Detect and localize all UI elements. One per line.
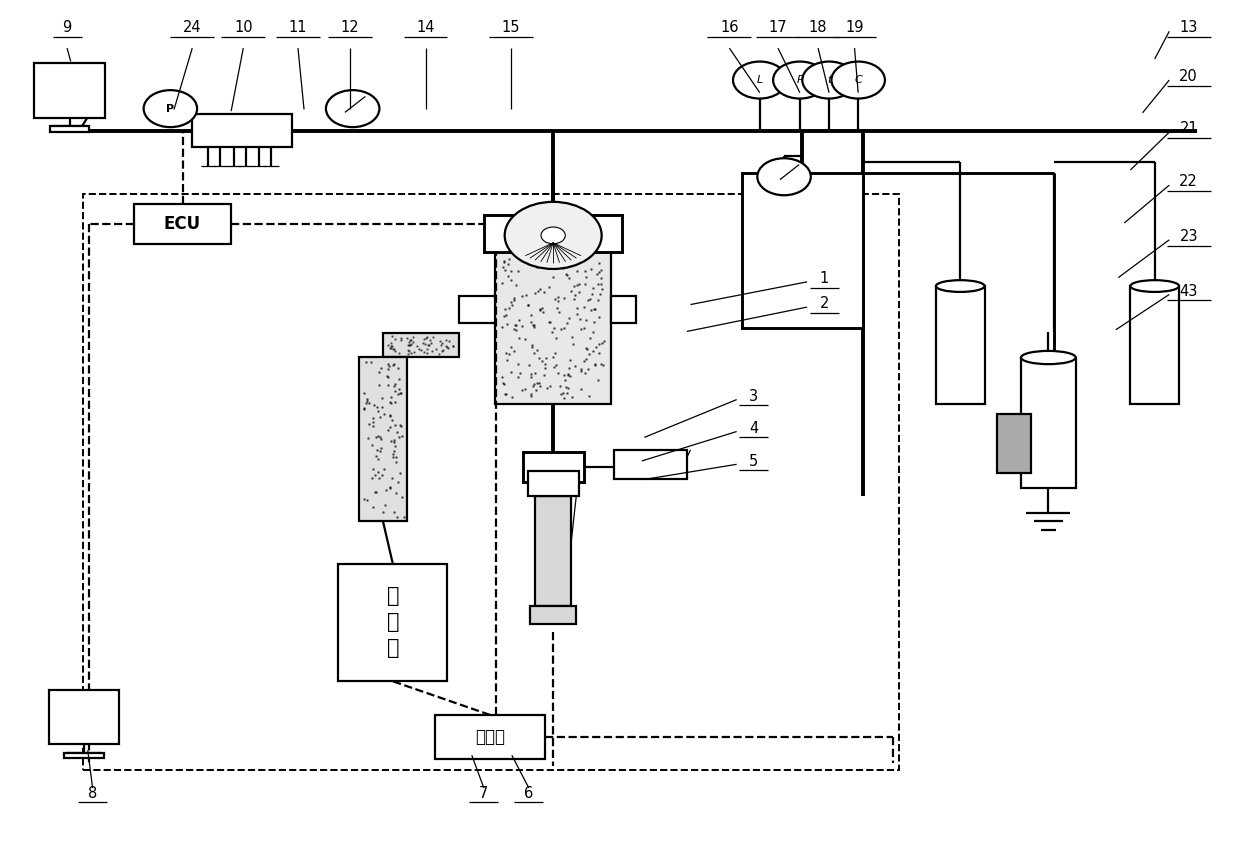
FancyBboxPatch shape <box>1021 358 1075 488</box>
Text: 4: 4 <box>749 420 759 436</box>
Circle shape <box>802 62 856 99</box>
Text: 20: 20 <box>1179 69 1198 84</box>
Text: 8: 8 <box>88 786 97 801</box>
FancyBboxPatch shape <box>134 203 231 244</box>
FancyBboxPatch shape <box>936 286 985 404</box>
Text: 3: 3 <box>749 389 758 404</box>
Text: t: t <box>827 75 831 85</box>
Circle shape <box>505 202 601 269</box>
Text: 7: 7 <box>479 786 489 801</box>
FancyBboxPatch shape <box>484 214 622 252</box>
Text: 同步器: 同步器 <box>475 728 505 746</box>
FancyBboxPatch shape <box>64 752 104 758</box>
Text: 19: 19 <box>846 21 864 35</box>
Ellipse shape <box>936 281 985 292</box>
FancyBboxPatch shape <box>529 606 577 624</box>
FancyBboxPatch shape <box>997 414 1030 473</box>
Ellipse shape <box>1021 351 1076 364</box>
Text: 激: 激 <box>387 587 399 607</box>
FancyBboxPatch shape <box>459 297 496 323</box>
FancyBboxPatch shape <box>358 357 407 522</box>
Text: 23: 23 <box>1179 229 1198 244</box>
FancyBboxPatch shape <box>614 450 687 480</box>
Text: P: P <box>166 104 175 113</box>
FancyBboxPatch shape <box>435 715 544 758</box>
Ellipse shape <box>1131 281 1179 292</box>
Circle shape <box>326 90 379 127</box>
Text: 6: 6 <box>525 786 533 801</box>
FancyBboxPatch shape <box>35 63 104 118</box>
Text: 43: 43 <box>1179 284 1198 299</box>
Text: 1: 1 <box>820 271 828 286</box>
Circle shape <box>733 62 786 99</box>
FancyBboxPatch shape <box>192 114 291 148</box>
Text: 器: 器 <box>387 638 399 658</box>
Text: P: P <box>796 75 804 85</box>
FancyBboxPatch shape <box>742 172 863 328</box>
Text: 15: 15 <box>501 21 520 35</box>
Text: 22: 22 <box>1179 174 1198 190</box>
Text: 16: 16 <box>720 21 739 35</box>
FancyBboxPatch shape <box>50 126 89 131</box>
Text: 9: 9 <box>62 21 72 35</box>
Circle shape <box>541 227 565 244</box>
FancyBboxPatch shape <box>523 452 584 481</box>
Circle shape <box>773 62 827 99</box>
Circle shape <box>144 90 197 127</box>
FancyBboxPatch shape <box>528 471 579 496</box>
Circle shape <box>758 158 811 196</box>
FancyBboxPatch shape <box>48 690 119 744</box>
FancyBboxPatch shape <box>339 564 448 681</box>
Text: 10: 10 <box>234 21 253 35</box>
Circle shape <box>832 62 885 99</box>
Text: 12: 12 <box>341 21 360 35</box>
FancyBboxPatch shape <box>534 496 572 606</box>
Text: C: C <box>854 75 862 85</box>
Text: 13: 13 <box>1179 21 1198 35</box>
Text: 11: 11 <box>289 21 308 35</box>
Text: 14: 14 <box>417 21 435 35</box>
FancyBboxPatch shape <box>611 297 636 323</box>
Text: 18: 18 <box>808 21 827 35</box>
Text: L: L <box>756 75 763 85</box>
Text: ECU: ECU <box>164 214 201 233</box>
FancyBboxPatch shape <box>496 252 611 404</box>
Text: 光: 光 <box>387 613 399 632</box>
FancyBboxPatch shape <box>383 333 459 357</box>
Text: 17: 17 <box>769 21 787 35</box>
Text: 2: 2 <box>820 296 828 311</box>
Text: 24: 24 <box>184 21 202 35</box>
Text: 5: 5 <box>749 454 759 468</box>
Text: 21: 21 <box>1179 121 1198 136</box>
FancyBboxPatch shape <box>1131 286 1179 404</box>
